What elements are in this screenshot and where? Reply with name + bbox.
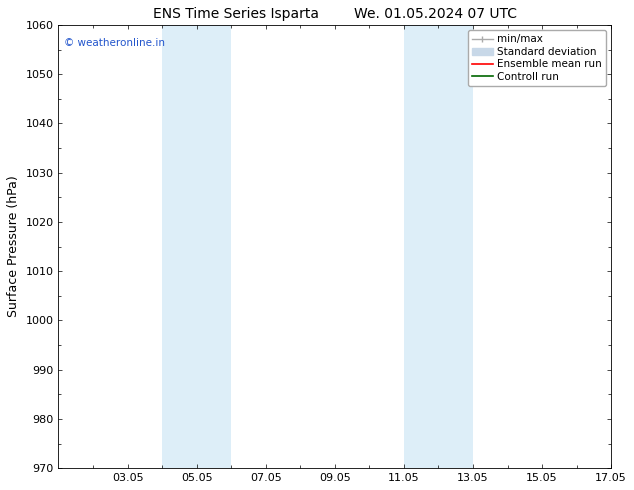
- Text: © weatheronline.in: © weatheronline.in: [64, 38, 165, 48]
- Title: ENS Time Series Isparta        We. 01.05.2024 07 UTC: ENS Time Series Isparta We. 01.05.2024 0…: [153, 7, 517, 21]
- Bar: [404, 25, 473, 468]
- Legend: min/max, Standard deviation, Ensemble mean run, Controll run: min/max, Standard deviation, Ensemble me…: [468, 30, 606, 86]
- Bar: [162, 25, 231, 468]
- Y-axis label: Surface Pressure (hPa): Surface Pressure (hPa): [7, 176, 20, 318]
